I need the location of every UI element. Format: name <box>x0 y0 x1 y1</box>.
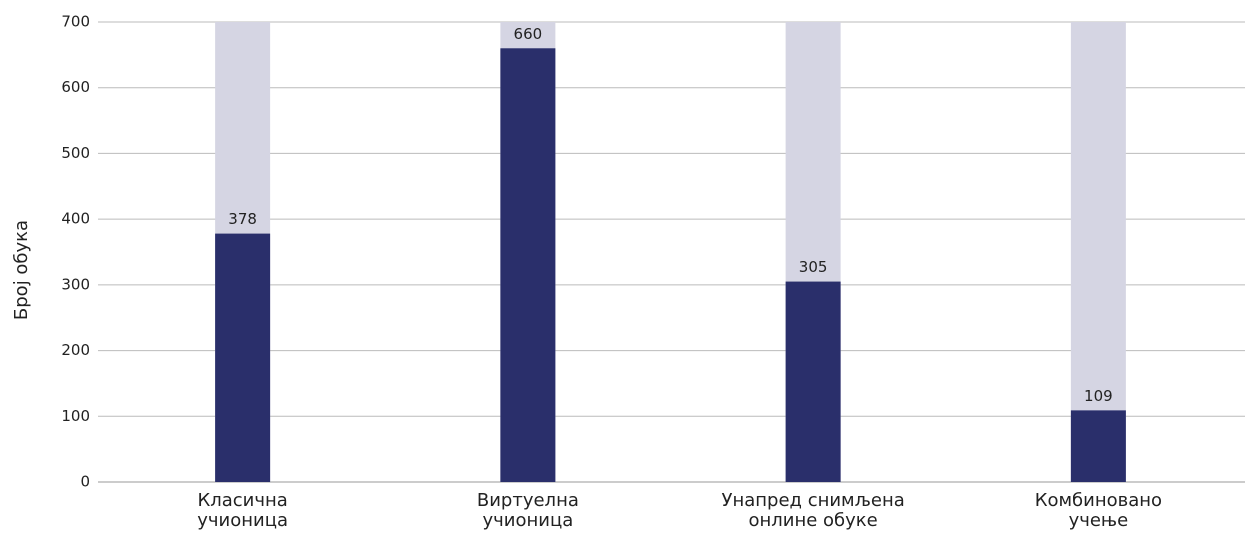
value-label: 305 <box>799 258 828 276</box>
bar <box>500 48 556 483</box>
y-tick-label: 100 <box>61 407 90 425</box>
bar <box>1070 410 1126 482</box>
value-label: 109 <box>1084 387 1113 405</box>
bar <box>785 281 841 482</box>
bar <box>215 233 271 482</box>
y-axis-label: Број обука <box>11 220 32 320</box>
x-tick-label: Унапред снимљена онлине обуке <box>721 490 904 531</box>
y-tick-label: 500 <box>61 144 90 162</box>
x-tick-label: Виртуелна учионица <box>477 490 579 531</box>
y-tick-label: 200 <box>61 341 90 359</box>
y-tick-label: 700 <box>61 13 90 31</box>
y-tick-label: 0 <box>80 473 90 491</box>
value-label: 660 <box>514 25 543 43</box>
x-tick-label: Класична учионица <box>197 490 288 531</box>
y-tick-label: 300 <box>61 275 90 293</box>
x-tick-label: Комбиновано учење <box>1035 490 1162 531</box>
value-label: 378 <box>228 210 257 228</box>
y-tick-label: 600 <box>61 78 90 96</box>
bar-background <box>1070 22 1126 482</box>
y-tick-label: 400 <box>61 210 90 228</box>
